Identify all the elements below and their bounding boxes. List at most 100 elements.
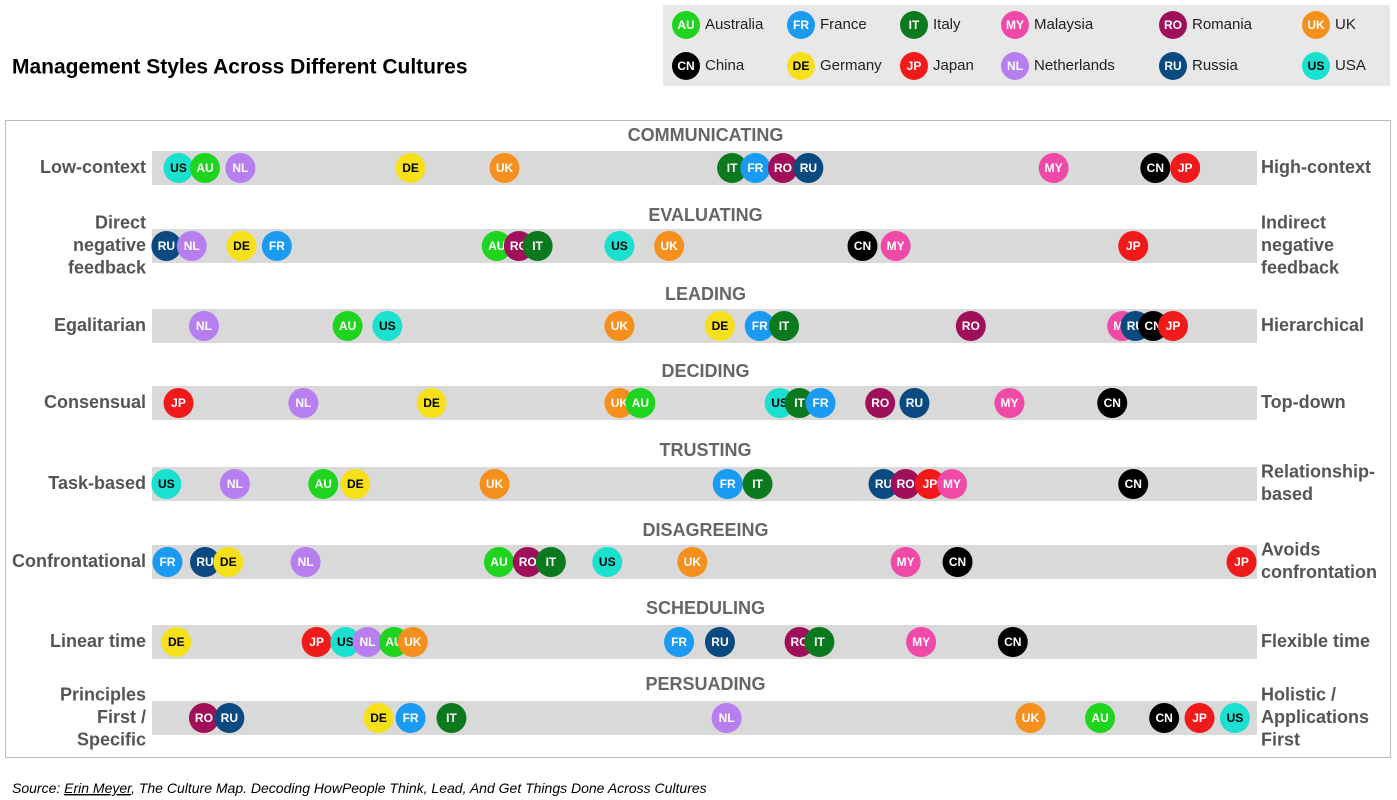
dot [226, 231, 257, 261]
left-label: Direct [95, 212, 146, 232]
left-label: Low-context [40, 157, 146, 177]
dot [363, 703, 394, 733]
dot-code: FR [159, 555, 175, 569]
country-dot: FR [712, 469, 743, 499]
country-dot: RU [868, 469, 899, 499]
dot [1140, 153, 1171, 183]
country-dot: RO [512, 547, 543, 577]
dot-code: IT [532, 239, 543, 253]
dot [769, 311, 800, 341]
country-dot: CN [1118, 469, 1149, 499]
right-label: Top-down [1261, 392, 1346, 412]
dot [188, 311, 219, 341]
country-dot: RU [214, 703, 245, 733]
dot-code: CN [1004, 635, 1021, 649]
dot [704, 627, 735, 657]
dot-code: RU [196, 555, 213, 569]
legend-swatch [1159, 11, 1187, 39]
country-dot: IT [535, 547, 566, 577]
dot [213, 547, 244, 577]
dot [352, 627, 383, 657]
legend-label: Malaysia [1034, 16, 1094, 33]
dot-code: UK [611, 396, 629, 410]
right-label: Avoids [1261, 540, 1320, 560]
country-dot: DE [395, 153, 426, 183]
country-dot: IT [522, 231, 553, 261]
dot [151, 469, 182, 499]
dot [592, 547, 623, 577]
country-dot: UK [1015, 703, 1046, 733]
country-dot: FR [664, 627, 695, 657]
legend-swatch [1302, 52, 1330, 80]
right-label: negative [1261, 235, 1334, 255]
source-rest: , The Culture Map. Decoding HowPeople Th… [131, 780, 707, 796]
country-dot: FR [805, 388, 836, 418]
dot-code: FR [269, 239, 285, 253]
dimension-title: COMMUNICATING [628, 125, 784, 145]
dot-code: NL [227, 477, 243, 491]
dot [604, 388, 635, 418]
chart-title: Management Styles Across Different Cultu… [12, 56, 468, 79]
dot-code: JP [171, 396, 186, 410]
dot-code: IT [752, 477, 763, 491]
scale-bar [152, 309, 1257, 343]
legend-label: UK [1335, 16, 1356, 33]
dot-code: RU [800, 161, 817, 175]
scale-bar [152, 701, 1257, 735]
country-dot: US [151, 469, 182, 499]
legend-label: Germany [820, 57, 882, 74]
country-dot: JP [163, 388, 194, 418]
country-dot: JP [1118, 231, 1149, 261]
scale-bar [152, 386, 1257, 420]
dot [522, 231, 553, 261]
dimension-title: SCHEDULING [646, 598, 765, 618]
legend-code: CN [677, 59, 694, 73]
dot-code: JP [1178, 161, 1193, 175]
right-label: Relationship- [1261, 462, 1375, 482]
dot-code: DE [712, 319, 729, 333]
dot [880, 231, 911, 261]
dimension-title: EVALUATING [648, 205, 762, 225]
dot [330, 627, 361, 657]
right-label: Flexible time [1261, 631, 1370, 651]
dot [489, 153, 520, 183]
dot-code: NL [295, 396, 311, 410]
dot-code: FR [671, 635, 687, 649]
dimension-title: LEADING [665, 284, 746, 304]
dot-code: RO [791, 635, 809, 649]
dot-code: RO [774, 161, 792, 175]
dot [712, 469, 743, 499]
country-dot: UK [604, 311, 635, 341]
dot-code: RU [906, 396, 923, 410]
country-dot: FR [261, 231, 292, 261]
country-dot: AU [190, 153, 221, 183]
legend-label: Australia [705, 16, 764, 33]
country-dot: MY [1038, 153, 1069, 183]
legend-swatch [900, 52, 928, 80]
left-label: Principles [60, 684, 146, 704]
dot-code: US [599, 555, 616, 569]
country-dot: RO [188, 703, 219, 733]
dot [483, 547, 514, 577]
country-dot: AU [308, 469, 339, 499]
country-dot: DE [213, 547, 244, 577]
dot [804, 627, 835, 657]
dot [1118, 469, 1149, 499]
dot-code: UK [660, 239, 678, 253]
country-dot: DE [416, 388, 447, 418]
dot-code: NL [196, 319, 212, 333]
dot-code: JP [1234, 555, 1249, 569]
dimension-title: TRUSTING [660, 440, 752, 460]
dot-code: IT [814, 635, 825, 649]
dot-code: UK [1022, 711, 1040, 725]
country-dot: RO [865, 388, 896, 418]
country-dot: DE [226, 231, 257, 261]
source-prefix: Source: [12, 780, 64, 796]
country-dot: NL [225, 153, 256, 183]
dot-code: JP [1126, 239, 1141, 253]
country-dot: UK [654, 231, 685, 261]
dot [481, 231, 512, 261]
country-dot: IT [717, 153, 748, 183]
dot-code: AU [488, 239, 505, 253]
dot-code: NL [232, 161, 248, 175]
